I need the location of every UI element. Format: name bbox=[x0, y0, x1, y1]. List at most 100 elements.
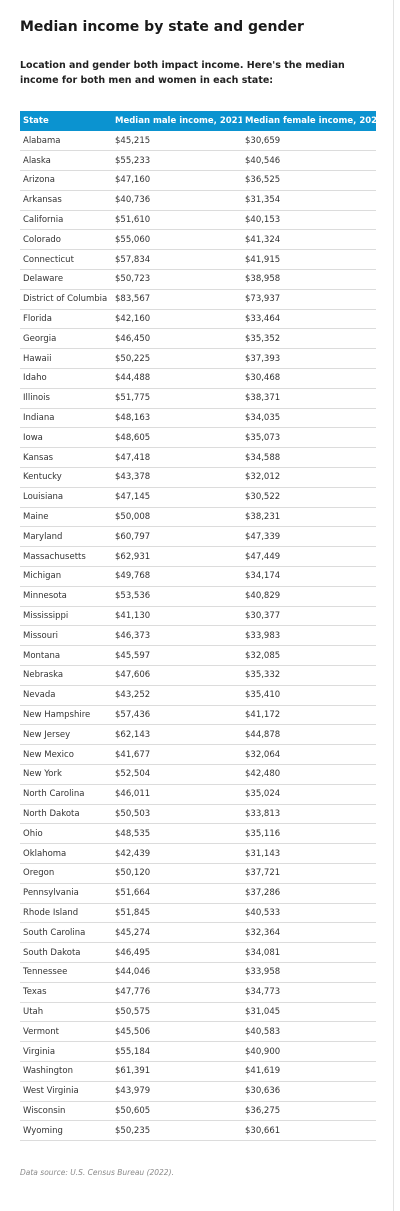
table-row: Oklahoma $42,439 $31,143 bbox=[20, 843, 376, 864]
cell-female-income: $35,410 bbox=[242, 685, 376, 706]
table-row: Wyoming $50,235 $30,661 bbox=[20, 1120, 376, 1142]
table-row: South Carolina $45,274 $32,364 bbox=[20, 922, 376, 944]
cell-male-income: $44,488 bbox=[112, 368, 242, 389]
table-row: Virginia $55,184 $40,900 bbox=[20, 1041, 376, 1062]
table-row: Missouri $46,373 $33,983 bbox=[20, 625, 376, 647]
cell-female-income: $34,035 bbox=[242, 408, 376, 429]
cell-male-income: $55,184 bbox=[112, 1041, 242, 1062]
cell-male-income: $45,274 bbox=[112, 922, 242, 944]
cell-female-income: $33,813 bbox=[242, 804, 376, 825]
frame-divider bbox=[393, 0, 394, 1211]
table-row: Indiana $48,163 $34,035 bbox=[20, 408, 376, 429]
table-row: North Dakota $50,503 $33,813 bbox=[20, 804, 376, 825]
cell-state: Maryland bbox=[20, 526, 112, 548]
cell-male-income: $43,378 bbox=[112, 467, 242, 488]
table-row: New York $52,504 $42,480 bbox=[20, 764, 376, 785]
cell-state: North Carolina bbox=[20, 784, 112, 805]
cell-state: Virginia bbox=[20, 1041, 112, 1062]
cell-male-income: $48,163 bbox=[112, 408, 242, 429]
cell-state: Oregon bbox=[20, 863, 112, 884]
cell-state: Arizona bbox=[20, 170, 112, 191]
cell-state: South Dakota bbox=[20, 942, 112, 963]
table-row: New Mexico $41,677 $32,064 bbox=[20, 744, 376, 765]
table-row: Montana $45,597 $32,085 bbox=[20, 645, 376, 667]
cell-state: Alaska bbox=[20, 150, 112, 172]
cell-male-income: $50,008 bbox=[112, 507, 242, 528]
cell-male-income: $43,979 bbox=[112, 1081, 242, 1102]
table-row: Alaska $55,233 $40,546 bbox=[20, 150, 376, 172]
cell-female-income: $38,371 bbox=[242, 388, 376, 409]
cell-male-income: $53,536 bbox=[112, 586, 242, 607]
cell-state: Oklahoma bbox=[20, 843, 112, 864]
cell-state: Idaho bbox=[20, 368, 112, 389]
table-row: Wisconsin $50,605 $36,275 bbox=[20, 1101, 376, 1122]
cell-male-income: $50,120 bbox=[112, 863, 242, 884]
cell-state: New Hampshire bbox=[20, 705, 112, 726]
cell-male-income: $41,130 bbox=[112, 606, 242, 627]
cell-male-income: $50,605 bbox=[112, 1101, 242, 1122]
cell-state: Connecticut bbox=[20, 249, 112, 271]
cell-state: West Virginia bbox=[20, 1081, 112, 1102]
cell-male-income: $55,233 bbox=[112, 150, 242, 172]
cell-female-income: $31,354 bbox=[242, 190, 376, 211]
cell-female-income: $37,721 bbox=[242, 863, 376, 884]
cell-male-income: $50,235 bbox=[112, 1120, 242, 1142]
cell-state: Alabama bbox=[20, 131, 112, 152]
cell-male-income: $47,145 bbox=[112, 487, 242, 508]
cell-female-income: $30,377 bbox=[242, 606, 376, 627]
table-row: California $51,610 $40,153 bbox=[20, 210, 376, 231]
cell-male-income: $51,775 bbox=[112, 388, 242, 409]
table-row: Idaho $44,488 $30,468 bbox=[20, 368, 376, 389]
cell-female-income: $30,661 bbox=[242, 1120, 376, 1142]
cell-state: Rhode Island bbox=[20, 903, 112, 924]
cell-female-income: $37,393 bbox=[242, 348, 376, 370]
table-body: Alabama $45,215 $30,659 Alaska $55,233 $40,54… bbox=[20, 131, 376, 1142]
cell-male-income: $49,768 bbox=[112, 566, 242, 587]
cell-female-income: $40,829 bbox=[242, 586, 376, 607]
intro-text: Location and gender both impact income. … bbox=[20, 60, 345, 86]
cell-female-income: $40,533 bbox=[242, 903, 376, 924]
table-row: South Dakota $46,495 $34,081 bbox=[20, 942, 376, 963]
table-row: Kentucky $43,378 $32,012 bbox=[20, 467, 376, 488]
cell-male-income: $51,845 bbox=[112, 903, 242, 924]
cell-state: Texas bbox=[20, 982, 112, 1003]
cell-female-income: $44,878 bbox=[242, 724, 376, 746]
table-row: Georgia $46,450 $35,352 bbox=[20, 328, 376, 350]
cell-female-income: $40,900 bbox=[242, 1041, 376, 1062]
cell-state: South Carolina bbox=[20, 922, 112, 944]
cell-state: Georgia bbox=[20, 328, 112, 350]
cell-female-income: $47,449 bbox=[242, 546, 376, 568]
cell-state: Louisiana bbox=[20, 487, 112, 508]
cell-female-income: $36,525 bbox=[242, 170, 376, 191]
table-row: Illinois $51,775 $38,371 bbox=[20, 388, 376, 409]
cell-state: Mississippi bbox=[20, 606, 112, 627]
cell-state: New York bbox=[20, 764, 112, 785]
cell-female-income: $38,958 bbox=[242, 269, 376, 290]
table-row: Washington $61,391 $41,619 bbox=[20, 1061, 376, 1082]
cell-male-income: $55,060 bbox=[112, 229, 242, 251]
cell-male-income: $43,252 bbox=[112, 685, 242, 706]
cell-male-income: $47,776 bbox=[112, 982, 242, 1003]
cell-state: Massachusetts bbox=[20, 546, 112, 568]
cell-female-income: $32,064 bbox=[242, 744, 376, 765]
table-row: Colorado $55,060 $41,324 bbox=[20, 229, 376, 251]
cell-male-income: $42,160 bbox=[112, 309, 242, 330]
table-row: Louisiana $47,145 $30,522 bbox=[20, 487, 376, 508]
cell-female-income: $35,073 bbox=[242, 427, 376, 449]
cell-male-income: $47,606 bbox=[112, 665, 242, 686]
table-row: Alabama $45,215 $30,659 bbox=[20, 131, 376, 152]
cell-male-income: $45,506 bbox=[112, 1021, 242, 1043]
cell-state: Iowa bbox=[20, 427, 112, 449]
table-row: Maryland $60,797 $47,339 bbox=[20, 526, 376, 548]
cell-female-income: $34,773 bbox=[242, 982, 376, 1003]
cell-state: Michigan bbox=[20, 566, 112, 587]
cell-male-income: $57,436 bbox=[112, 705, 242, 726]
cell-male-income: $44,046 bbox=[112, 962, 242, 983]
table-row: Vermont $45,506 $40,583 bbox=[20, 1021, 376, 1043]
cell-male-income: $45,597 bbox=[112, 645, 242, 667]
column-header-female-income: Median female income, 2021 bbox=[242, 111, 376, 131]
table-row: Nebraska $47,606 $35,332 bbox=[20, 665, 376, 686]
cell-female-income: $38,231 bbox=[242, 507, 376, 528]
cell-male-income: $40,736 bbox=[112, 190, 242, 211]
cell-male-income: $50,723 bbox=[112, 269, 242, 290]
